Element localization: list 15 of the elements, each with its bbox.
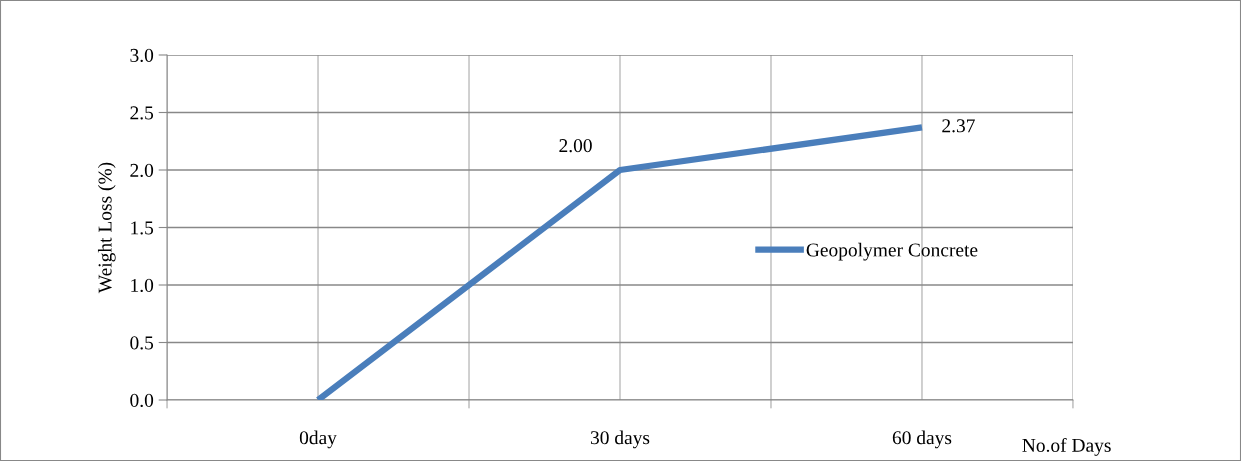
y-tick-label: 1.0 — [131, 278, 154, 293]
x-tick-label: 60 days — [892, 430, 952, 449]
y-tick-label: 3.0 — [130, 48, 154, 63]
y-axis-title: Weight Loss (%) — [97, 162, 116, 294]
x-axis-title: No.of Days — [1022, 437, 1111, 456]
y-tick-label: 0.5 — [130, 336, 154, 350]
data-label: 2.00 — [559, 139, 592, 153]
y-tick-label: 0.0 — [130, 393, 154, 408]
x-tick-label: 0day — [299, 430, 337, 449]
x-tick-label: 30 days — [590, 430, 650, 449]
y-tick-label: 1.5 — [131, 221, 154, 235]
y-tick-label: 2.0 — [130, 163, 154, 178]
data-label: 2.37 — [942, 119, 975, 133]
legend-label: Geopolymer Concrete — [806, 242, 978, 261]
y-tick-label: 2.5 — [130, 106, 154, 120]
